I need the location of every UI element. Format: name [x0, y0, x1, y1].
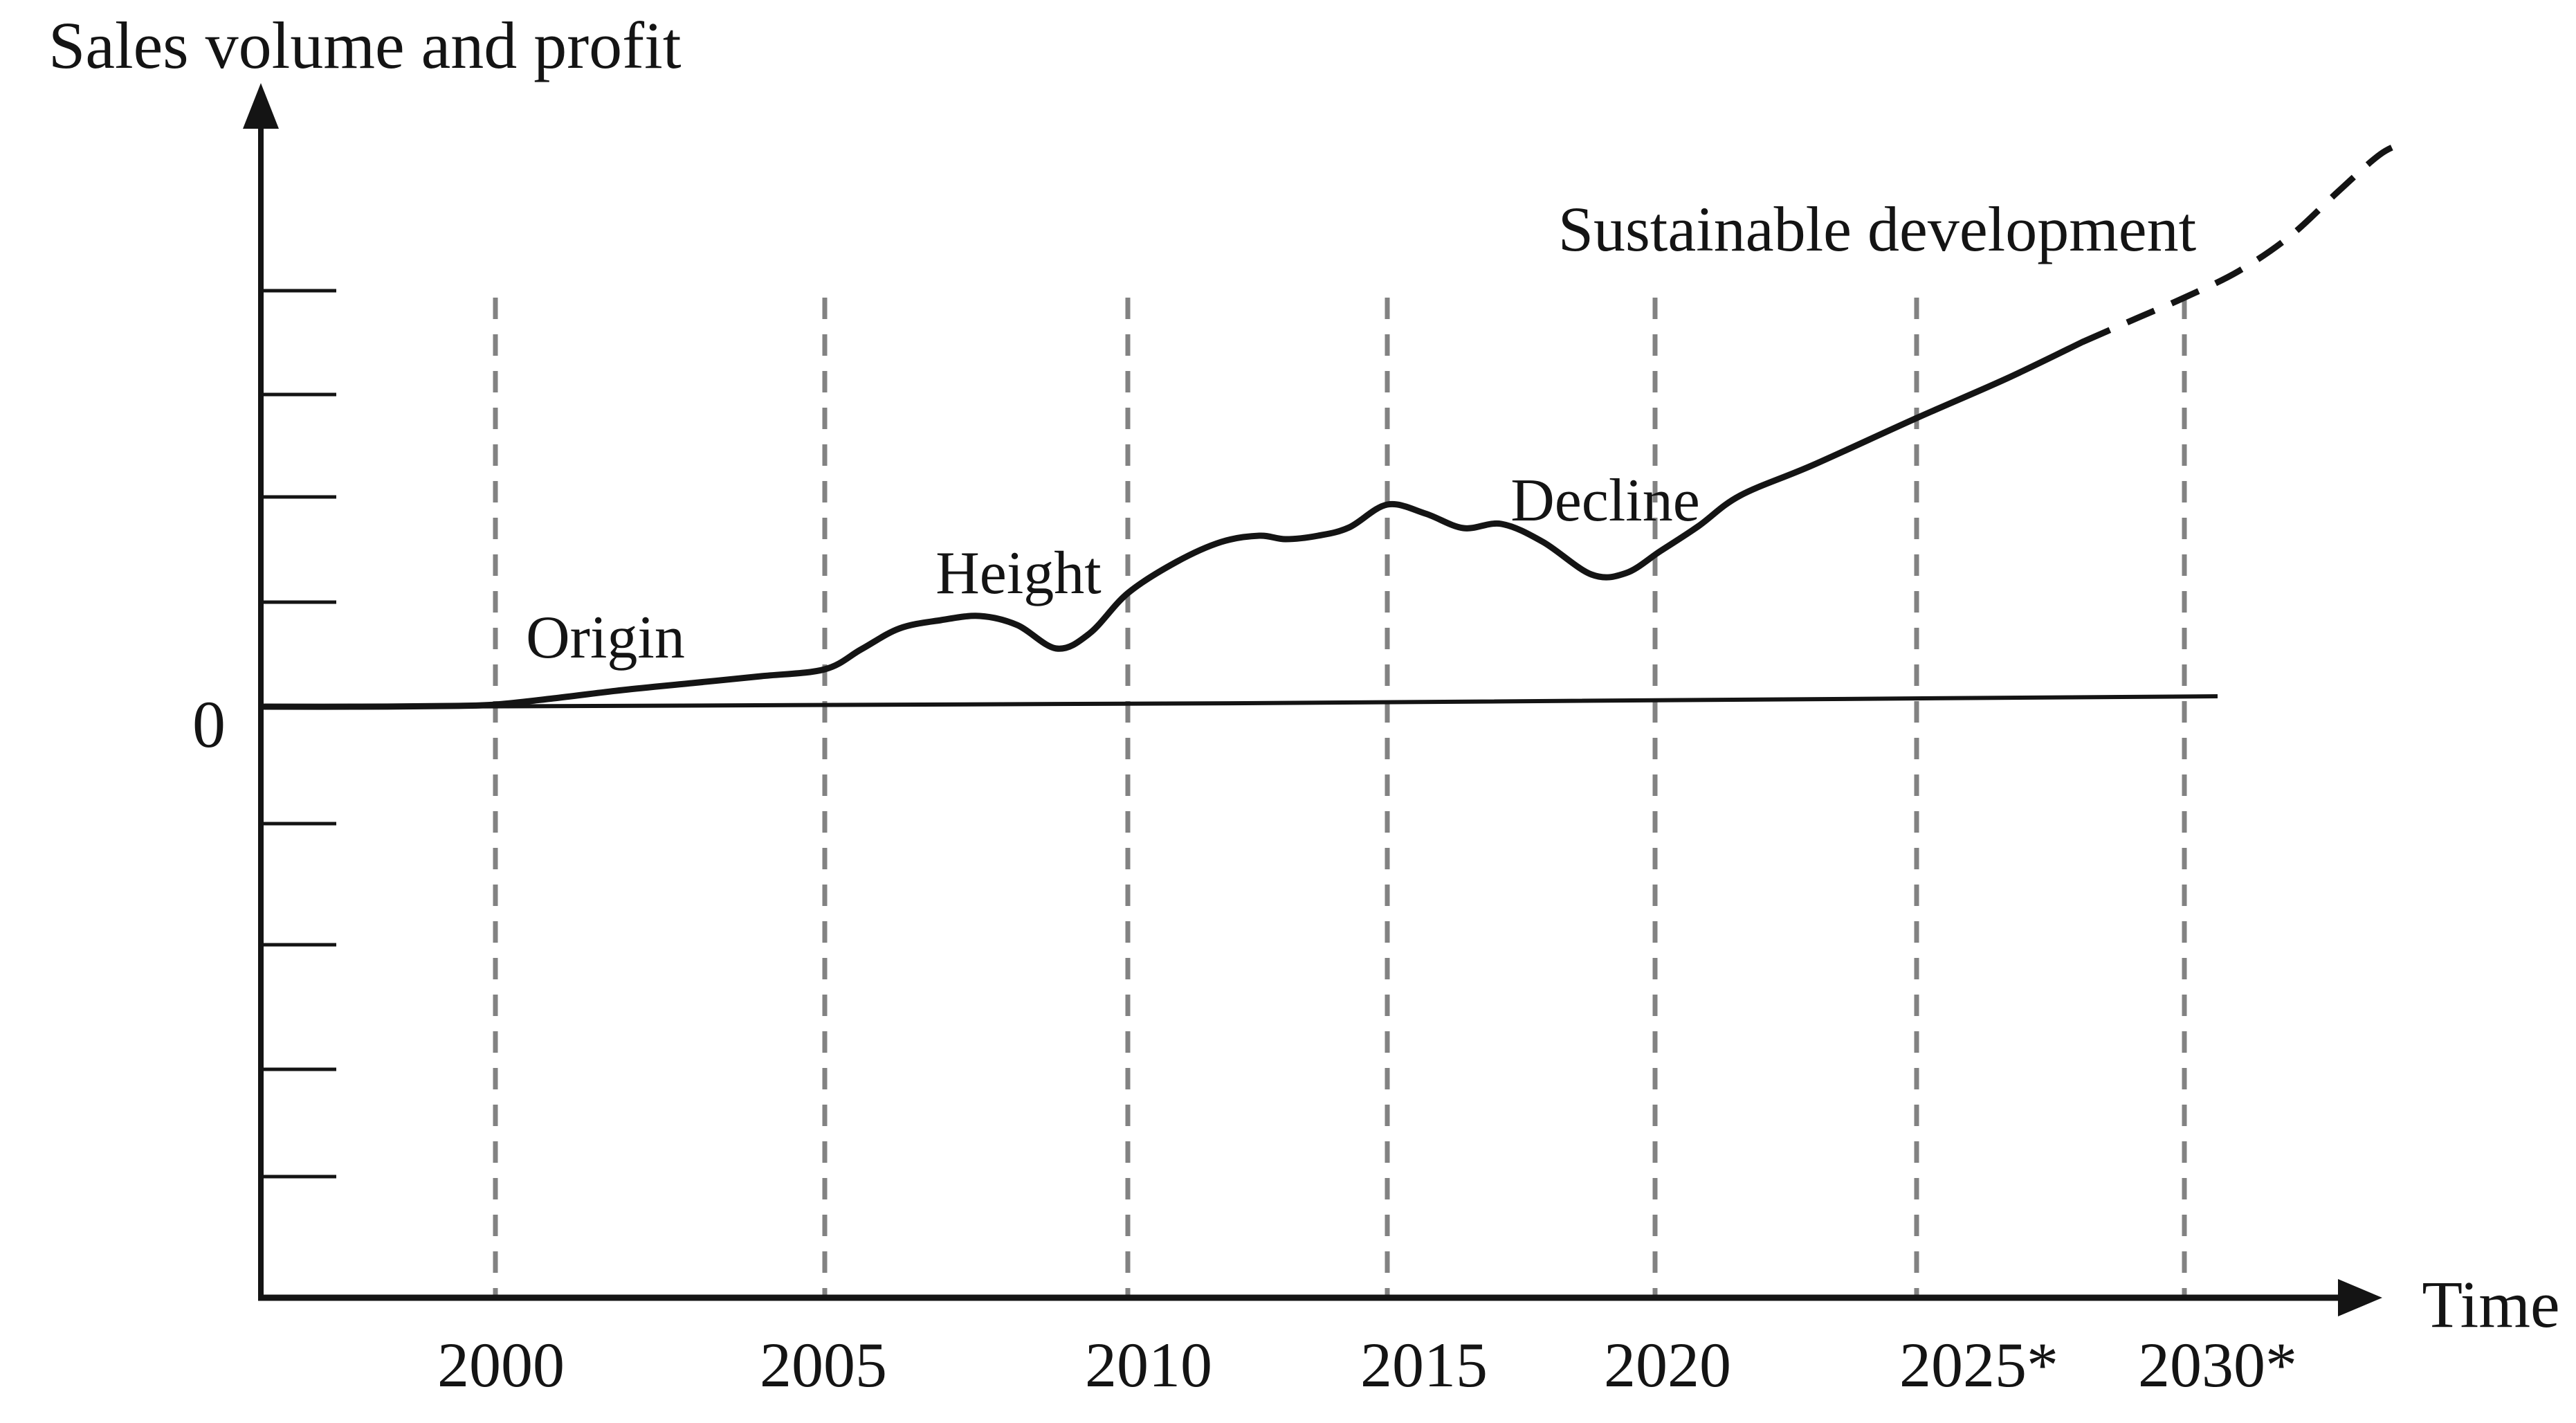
x-tick-label-2010: 2010 — [1085, 1330, 1212, 1400]
baseline-flat-line — [264, 694, 2218, 709]
x-tick-label-2020: 2020 — [1604, 1330, 1731, 1400]
lifecycle-curve — [261, 338, 2086, 710]
forecast-dashed-curve — [2081, 138, 2408, 345]
x-axis-arrowhead-icon — [2338, 1279, 2382, 1316]
x-tick-label-2030: 2030* — [2138, 1330, 2297, 1400]
x-tick-label-2015: 2015 — [1360, 1330, 1488, 1400]
y-axis-ticks — [261, 289, 336, 1179]
x-tick-label-2025: 2025* — [1899, 1330, 2058, 1400]
annotation-decline: Decline — [1510, 467, 1700, 534]
annotation-sustainable-development: Sustainable development — [1558, 194, 2197, 264]
x-axis-labels: 2000 2005 2010 2015 2020 2025* 2030* — [437, 1330, 2297, 1400]
annotation-height: Height — [935, 540, 1102, 607]
annotation-origin: Origin — [526, 604, 685, 671]
y-axis-title: Sales volume and profit — [48, 8, 682, 82]
origin-zero-label: 0 — [192, 687, 226, 761]
x-axis-title: Time — [2422, 1267, 2559, 1341]
x-tick-label-2005: 2005 — [760, 1330, 887, 1400]
x-tick-label-2000: 2000 — [437, 1330, 565, 1400]
y-axis-arrowhead-icon — [243, 83, 279, 129]
year-gridlines — [493, 298, 2187, 1298]
